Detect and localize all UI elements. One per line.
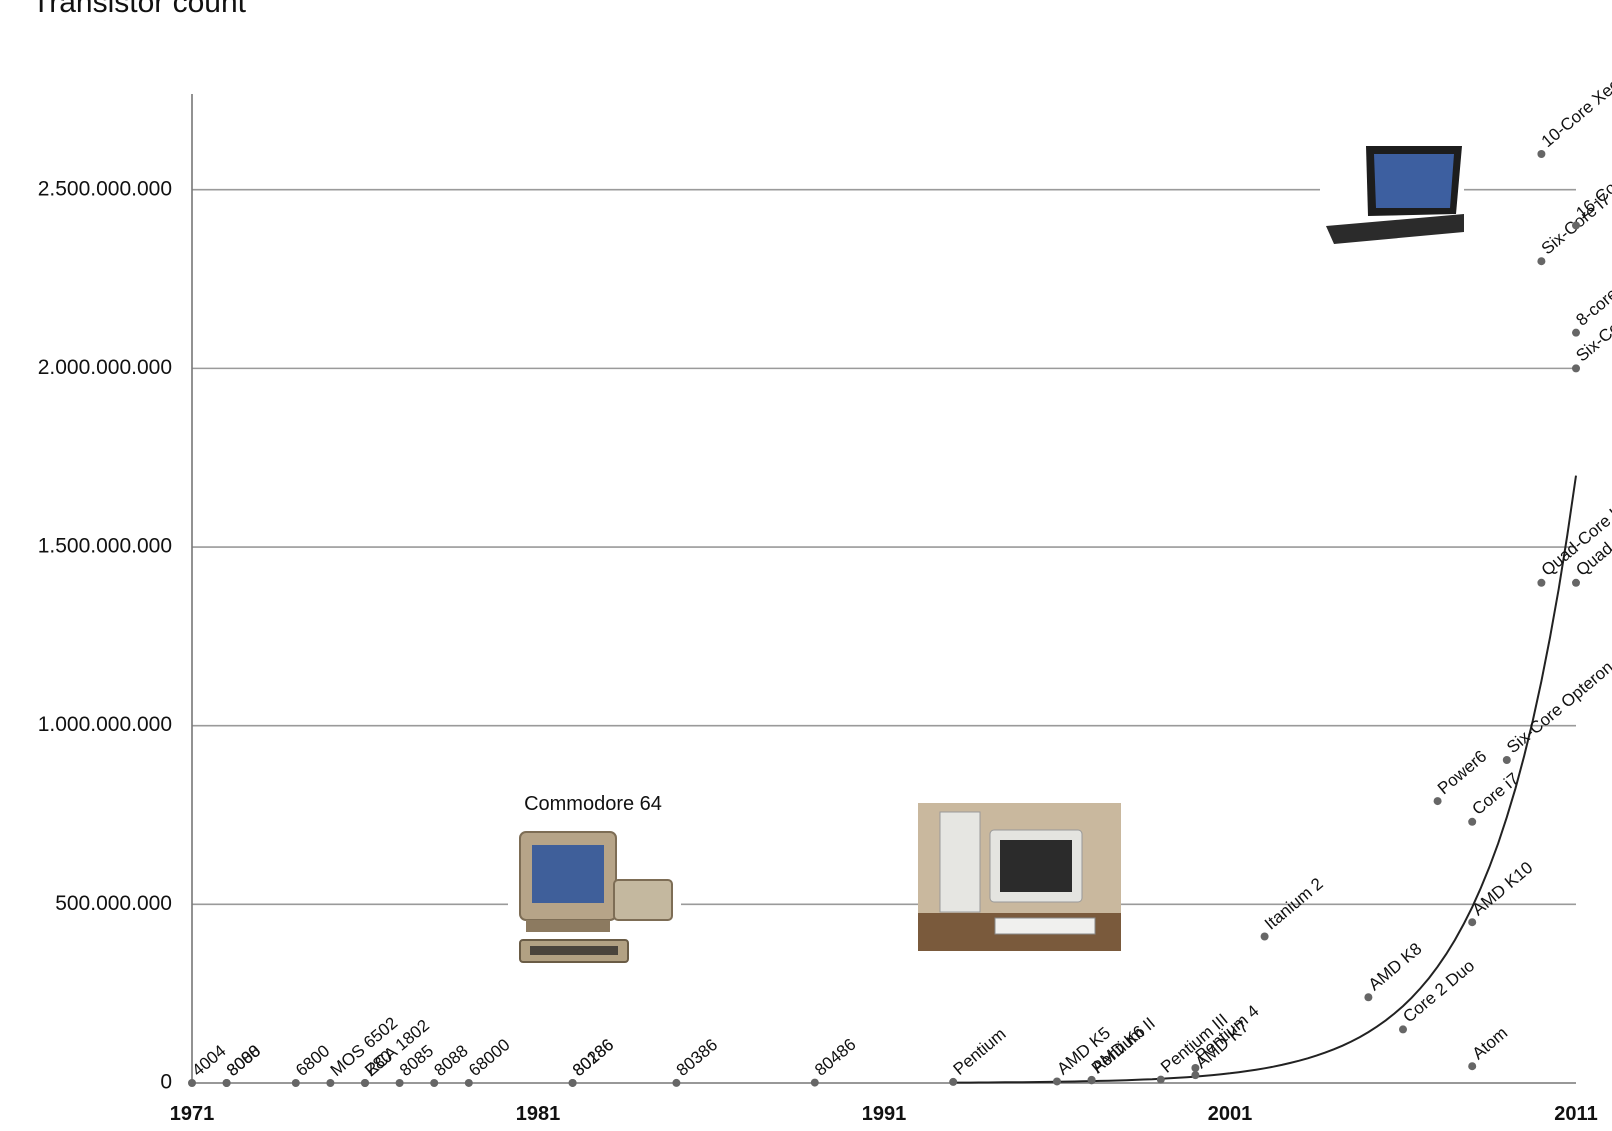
x-tick-label: 2011 (1554, 1103, 1597, 1125)
commodore-64-picture (508, 810, 681, 985)
data-point (291, 1078, 300, 1087)
data-point (1191, 1063, 1200, 1072)
y-axis-tick-labels: 0 500.000.000 1.000.000.000 1.500.000.000 2.… (38, 177, 172, 1093)
data-point-label: 4004 (188, 1041, 229, 1080)
data-point-label: Power6 (1434, 747, 1490, 799)
data-point (222, 1078, 231, 1087)
data-point (1087, 1075, 1096, 1084)
data-point (188, 1078, 196, 1087)
data-point (464, 1078, 473, 1087)
data-point-label: 8080 (223, 1041, 264, 1080)
data-point (1572, 221, 1580, 230)
data-point (1433, 797, 1442, 806)
gridlines (192, 188, 1576, 906)
y-tick-label: 1.500.000.000 (38, 535, 172, 558)
y-tick-label: 2.500.000.000 (38, 177, 172, 200)
data-point (1191, 1071, 1200, 1080)
data-point-label: Pentium (950, 1024, 1010, 1079)
x-axis-tick-labels: 1971 1981 1991 2001 2011 (170, 1103, 1598, 1125)
data-point (1156, 1075, 1165, 1084)
data-point (1572, 328, 1580, 337)
data-point-label: 68000 (465, 1035, 513, 1080)
data-point (810, 1078, 819, 1087)
data-point (949, 1077, 958, 1086)
data-point (1572, 364, 1580, 373)
data-point (1468, 918, 1477, 927)
data-point (1537, 257, 1546, 266)
data-point (395, 1078, 404, 1087)
data-point (1468, 817, 1477, 826)
data-point-label: 10-Core Xeon Westmere-EX (1538, 0, 1612, 151)
desktop-pc-picture (918, 803, 1121, 951)
y-tick-label: 1.000.000.000 (38, 713, 172, 736)
data-point (1537, 578, 1546, 587)
data-point (1537, 150, 1546, 158)
data-point-label: 80386 (673, 1035, 721, 1080)
chart-title: Transistor count (32, 0, 247, 19)
data-point (672, 1078, 681, 1087)
data-point-label: 80486 (811, 1035, 859, 1080)
data-point (1572, 578, 1580, 587)
x-tick-label: 1971 (170, 1103, 215, 1125)
trend-curve (953, 475, 1577, 1084)
data-point (326, 1078, 335, 1087)
y-tick-label: 0 (160, 1071, 172, 1094)
commodore-64-label: Commodore 64 (524, 793, 662, 815)
data-point (568, 1078, 577, 1087)
data-point-label: AMD K8 (1365, 939, 1426, 994)
data-point-label: 8088 (431, 1041, 472, 1080)
data-point-label: Six-Core Opteron 2400 (1503, 630, 1612, 757)
data-point (1260, 932, 1269, 941)
y-tick-label: 2.000.000.000 (38, 356, 172, 379)
y-tick-label: 500.000.000 (55, 892, 172, 915)
data-point (1053, 1077, 1061, 1086)
data-point-label: 8-core POWER7 (1572, 234, 1612, 330)
data-point-label: 6800 (292, 1041, 333, 1080)
x-tick-label: 1991 (862, 1103, 907, 1125)
x-tick-label: 2001 (1208, 1103, 1253, 1125)
data-point (430, 1078, 439, 1087)
data-point (361, 1078, 369, 1087)
data-point (1502, 755, 1511, 764)
laptop-picture (1320, 140, 1464, 252)
data-point-label: Atom (1469, 1023, 1512, 1063)
x-tick-label: 1981 (516, 1103, 561, 1125)
data-point (1399, 1025, 1407, 1034)
data-point (1468, 1062, 1477, 1071)
data-point-label: AMD K10 (1469, 858, 1537, 919)
data-point (1364, 993, 1373, 1002)
data-point-label: 80286 (569, 1035, 617, 1080)
